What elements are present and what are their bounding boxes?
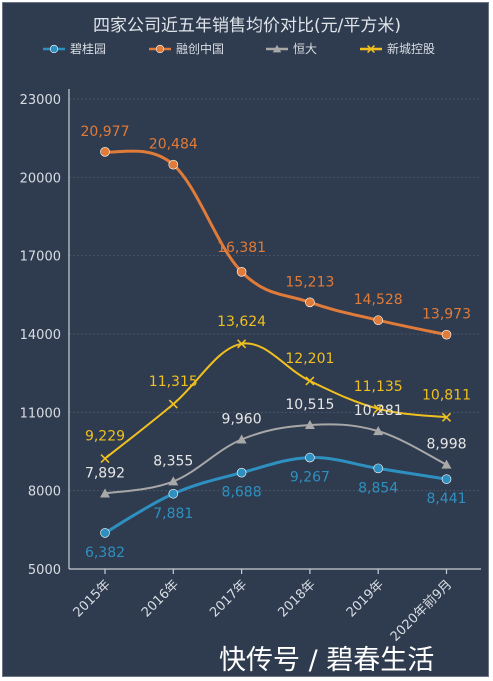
data-label: 8,998 xyxy=(426,437,466,453)
gridlines xyxy=(69,98,481,492)
y-tick-label: 14000 xyxy=(20,328,61,343)
y-tick-label: 17000 xyxy=(20,250,61,265)
data-point xyxy=(305,452,315,463)
data-label: 20,484 xyxy=(149,137,198,153)
legend-item: 碧桂园 xyxy=(43,41,106,56)
data-point xyxy=(441,329,452,340)
data-label: 10,281 xyxy=(354,403,403,419)
data-point xyxy=(100,488,110,498)
data-point xyxy=(373,426,384,436)
data-point xyxy=(305,297,315,308)
data-point xyxy=(304,419,315,429)
y-tick-label: 8000 xyxy=(28,485,61,500)
watermark-text: 快传号 / 碧春生活 xyxy=(219,645,434,676)
data-point xyxy=(272,44,282,53)
legend: 碧桂园 融创中国 恒大 新城控股 xyxy=(43,41,435,56)
series-layer xyxy=(100,147,452,538)
data-label: 13,624 xyxy=(217,314,266,330)
data-point xyxy=(100,528,110,538)
data-point xyxy=(155,44,165,54)
data-label: 16,381 xyxy=(217,240,266,256)
data-labels: 6,382 7,881 8,688 9,267 8,854 8,441 20,977 20,4… xyxy=(81,124,472,561)
legend-label: 碧桂园 xyxy=(70,41,106,56)
data-label: 8,441 xyxy=(426,491,466,507)
data-label: 12,201 xyxy=(285,351,334,367)
x-tick-label: 2017年 xyxy=(207,577,250,620)
data-label: 20,977 xyxy=(81,124,130,140)
data-label: 9,267 xyxy=(290,470,330,486)
legend-label: 恒大 xyxy=(293,42,317,56)
data-label: 9,960 xyxy=(222,411,262,427)
series-line xyxy=(104,342,447,460)
data-label: 14,528 xyxy=(354,292,403,308)
data-label: 7,881 xyxy=(153,506,193,522)
data-point xyxy=(373,463,384,474)
data-label: 6,382 xyxy=(85,545,125,561)
data-label: 7,892 xyxy=(85,465,125,481)
data-label: 9,229 xyxy=(85,429,125,445)
x-tick-label: 2016年 xyxy=(139,577,182,620)
data-point xyxy=(236,434,247,444)
watermark: 快传号 / 碧春生活 xyxy=(213,641,488,677)
series-line xyxy=(104,456,447,535)
x-tick-label: 2020年前9月 xyxy=(387,577,455,645)
data-point xyxy=(168,476,179,486)
data-point xyxy=(373,404,383,414)
chart-title: 四家公司近五年销售均价对比(元/平方米) xyxy=(93,16,401,36)
line-chart: 四家公司近五年销售均价对比(元/平方米) 碧桂园 融创中国 恒大 新城控股 5000 8… xyxy=(20,16,481,645)
series-line xyxy=(104,423,447,495)
data-point xyxy=(49,44,59,54)
data-point xyxy=(373,315,384,326)
data-point xyxy=(441,412,452,422)
data-point xyxy=(168,399,178,409)
x-tick-label: 2019年 xyxy=(344,577,387,620)
data-label: 10,811 xyxy=(422,387,471,403)
series-3 xyxy=(100,339,452,464)
y-tick-label: 11000 xyxy=(20,406,61,421)
data-label: 11,135 xyxy=(354,379,403,395)
data-point xyxy=(367,45,375,53)
data-label: 15,213 xyxy=(285,274,334,290)
y-tick-label: 23000 xyxy=(20,93,61,108)
data-point xyxy=(305,376,315,386)
data-label: 13,973 xyxy=(422,307,471,323)
data-point xyxy=(237,339,247,349)
data-point xyxy=(100,454,110,464)
axes: 5000 8000 11000 14000 17000 20000 23000 2015年 20… xyxy=(20,89,481,645)
legend-item: 融创中国 xyxy=(149,41,224,56)
data-label: 8,355 xyxy=(153,453,193,469)
y-tick-label: 20000 xyxy=(20,171,61,186)
data-point xyxy=(168,159,179,170)
data-label: 8,854 xyxy=(358,480,398,496)
chart-card: 四家公司近五年销售均价对比(元/平方米) 碧桂园 融创中国 恒大 新城控股 5000 8… xyxy=(2,2,489,677)
data-point xyxy=(441,474,452,484)
legend-label: 融创中国 xyxy=(176,41,224,56)
x-tick-label: 2015年 xyxy=(71,577,114,620)
data-label: 8,688 xyxy=(222,485,262,501)
series-0 xyxy=(100,452,452,538)
data-point xyxy=(236,267,247,277)
data-point xyxy=(168,488,179,499)
series-1 xyxy=(100,147,452,340)
x-tick-label: 2018年 xyxy=(276,577,319,620)
y-tick-label: 5000 xyxy=(28,563,61,578)
legend-label: 新城控股 xyxy=(387,41,435,56)
data-point xyxy=(441,459,452,469)
legend-item: 新城控股 xyxy=(360,41,435,56)
data-label: 10,515 xyxy=(285,397,334,413)
data-point xyxy=(100,147,110,157)
data-point xyxy=(236,467,247,478)
series-2 xyxy=(100,419,452,498)
legend-item: 恒大 xyxy=(266,42,317,56)
data-label: 11,315 xyxy=(149,374,198,390)
